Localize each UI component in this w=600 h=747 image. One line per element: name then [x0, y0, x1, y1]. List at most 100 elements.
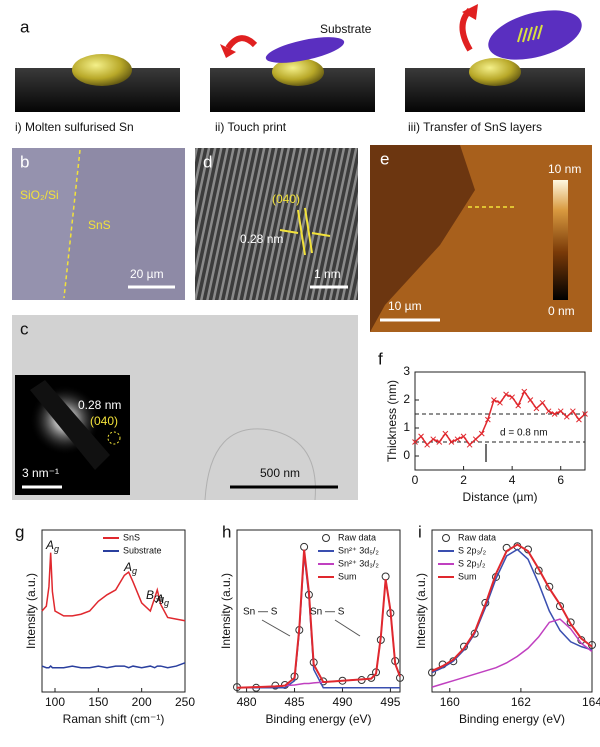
legend-label: Raw data — [458, 532, 496, 542]
annotation: Ag — [123, 560, 137, 576]
x-tick-label: 6 — [557, 473, 564, 487]
boundary — [63, 149, 81, 299]
caption: ii) Touch print — [215, 120, 287, 134]
panel-label: c — [20, 319, 29, 338]
panel-label: b — [20, 152, 29, 171]
plane-label: (040) — [272, 192, 300, 206]
chart: f 0 2 4 6 0 1 2 3 Distance (µm) Thickness (nm) d = … — [378, 349, 588, 504]
data-point — [556, 602, 564, 611]
legend-label: Substrate — [123, 545, 162, 555]
panel-label: a — [20, 17, 30, 36]
data-point — [521, 388, 528, 395]
scale-label: 20 µm — [130, 267, 164, 281]
plot-frame — [431, 529, 593, 693]
scale-label: 1 nm — [314, 267, 341, 281]
x-tick-label: 150 — [88, 695, 108, 709]
data-point — [418, 433, 424, 440]
y-axis-label: Intensity (a.u.) — [219, 573, 233, 649]
annotation: Sn — S — [243, 607, 278, 618]
legend-label: Sn²⁺ 3d₅/₂ — [338, 545, 379, 555]
data-point — [436, 439, 443, 445]
y-tick-label: 2 — [403, 392, 410, 406]
plot-frame — [414, 371, 586, 471]
legend-label: Raw data — [338, 532, 376, 542]
plot-frame — [236, 529, 401, 693]
chart: i 160 162 164 Binding energy (eV) Intensity (… — [414, 522, 600, 726]
series-line — [236, 549, 401, 689]
beam-stop — [30, 380, 110, 470]
data-point — [566, 618, 575, 627]
arrow-head — [220, 44, 236, 58]
substrate-label: Substrate — [320, 22, 372, 36]
legend-label: Sum — [458, 571, 477, 581]
arrow-head — [462, 4, 478, 20]
legend-marker — [322, 534, 330, 542]
panel-label: i — [418, 522, 422, 541]
data-point — [412, 439, 418, 445]
legend-label: S 2p₁/₂ — [458, 558, 486, 568]
x-tick-label: 250 — [175, 695, 195, 709]
x-tick-label: 100 — [45, 695, 65, 709]
data-point — [460, 433, 467, 440]
x-axis-label: Raman shift (cm⁻¹) — [63, 712, 165, 726]
annotation-main: B — [146, 588, 154, 602]
droplet — [272, 58, 324, 86]
x-tick-label: 495 — [380, 695, 400, 709]
scale-label: 10 µm — [388, 299, 422, 313]
x-axis-label: Binding energy (eV) — [265, 712, 371, 726]
legend-label: Sum — [338, 571, 357, 581]
x-tick-label: 164 — [582, 695, 600, 709]
caption: iii) Transfer of SnS layers — [408, 120, 542, 134]
region-label: SnS — [88, 218, 111, 232]
colorbar-min: 0 nm — [548, 304, 575, 318]
fringe-marks — [279, 207, 331, 256]
panel-e: e 10 nm 0 nm 10 µm — [370, 145, 592, 332]
substrate — [265, 37, 345, 63]
colorbar — [553, 180, 568, 300]
flake-edge — [204, 428, 316, 501]
data-point — [424, 441, 430, 448]
data-point — [533, 405, 540, 412]
data-point — [539, 399, 546, 406]
annotation-sub: g — [132, 566, 137, 576]
y-axis-label: Thickness (nm) — [385, 380, 399, 462]
x-tick-label: 490 — [332, 695, 352, 709]
data-point — [381, 572, 390, 581]
panel-a: a Substrate i) Molten sulfurised Sn ii) … — [15, 4, 585, 134]
data-point — [485, 416, 491, 423]
annotation-main: A — [45, 538, 54, 552]
x-tick-label: 485 — [285, 695, 305, 709]
data-point — [582, 411, 588, 417]
legend-label: SnS — [123, 532, 140, 542]
data-point — [442, 430, 449, 437]
x-tick-label: 162 — [511, 695, 531, 709]
arrow — [459, 7, 473, 52]
data-point — [430, 436, 437, 443]
data-point — [428, 668, 436, 677]
x-tick-label: 0 — [412, 473, 419, 487]
data-point — [497, 399, 503, 406]
y-tick-label: 3 — [403, 364, 410, 378]
x-tick-label: 4 — [509, 473, 516, 487]
data-point — [570, 408, 576, 415]
data-point — [551, 411, 558, 417]
annotation-sub: g — [164, 598, 169, 608]
data-point — [466, 441, 473, 448]
y-axis-label: Intensity (a.u.) — [414, 573, 428, 649]
scale-label: 500 nm — [260, 466, 300, 480]
panel-b: b SiO₂/Si SnS 20 µm — [12, 148, 185, 300]
x-axis-label: Distance (µm) — [463, 490, 538, 504]
spacing-label: 0.28 nm — [240, 232, 283, 246]
x-tick-label: 480 — [237, 695, 257, 709]
panel-label: e — [380, 149, 389, 168]
colorbar-max: 10 nm — [548, 162, 581, 176]
spot-mark — [107, 431, 121, 445]
droplet — [469, 58, 521, 86]
data-point — [300, 542, 309, 551]
annotation-main: A — [123, 560, 132, 574]
series-line — [431, 543, 593, 672]
y-tick-label: 0 — [403, 448, 410, 462]
series-line — [431, 618, 593, 688]
data-point — [491, 397, 497, 403]
